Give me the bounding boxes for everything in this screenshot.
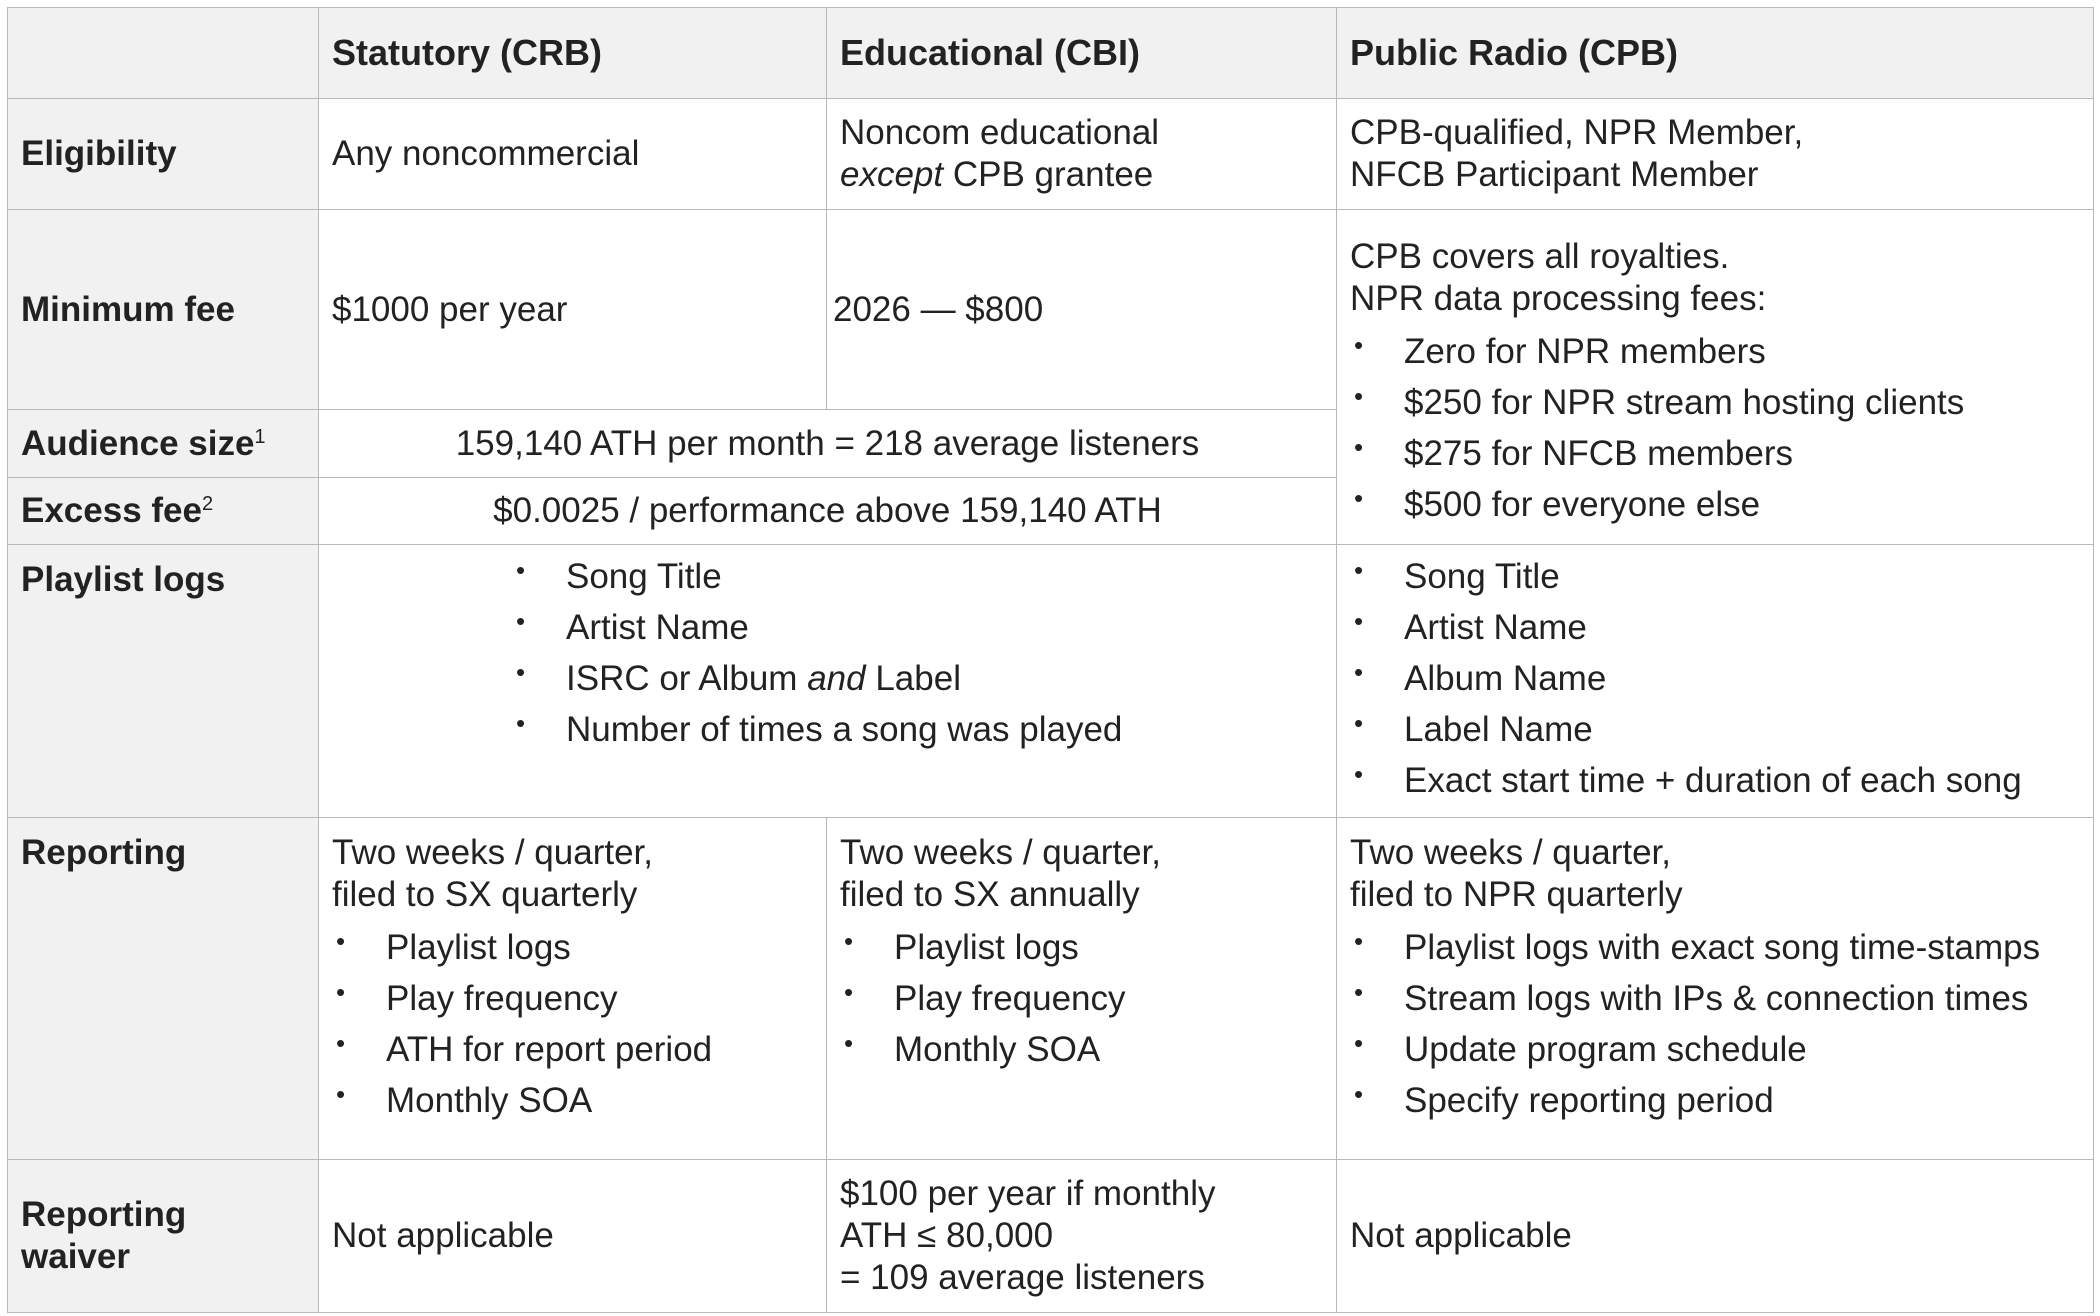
- emphasis: except: [840, 155, 944, 194]
- bullet: Update program schedule: [1350, 1018, 2080, 1075]
- cell: 159,140 ATH per month = 218 average list…: [318, 409, 1337, 478]
- text: CPB grantee: [952, 155, 1154, 194]
- bullet: Monthly SOA: [332, 1069, 813, 1126]
- footnote-mark: 2: [201, 493, 214, 515]
- row: Minimum fee $1000 per year 2026 — $800 C…: [7, 209, 2094, 545]
- row: Playlist logs Song Title Artist Name ISR…: [7, 544, 2094, 818]
- row-label: Eligibility: [7, 98, 319, 210]
- text-line: Noncom educational: [840, 113, 1160, 152]
- row-label: Audience size1: [7, 409, 319, 478]
- comparison-table: Statutory (CRB) Educational (CBI) Public…: [7, 7, 2094, 1313]
- bullet: Album Name: [1350, 647, 2080, 704]
- header-row: Statutory (CRB) Educational (CBI) Public…: [7, 7, 2094, 99]
- text: Label: [875, 659, 961, 698]
- bullet: Label Name: [1350, 698, 2080, 755]
- text-line: CPB-qualified, NPR Member,: [1350, 113, 1804, 152]
- text-line: filed to SX annually: [840, 875, 1140, 914]
- bullet-list: Playlist logs Play frequency ATH for rep…: [332, 916, 813, 1126]
- cell: Two weeks / quarter, filed to NPR quarte…: [1336, 817, 2094, 1160]
- bullet: Play frequency: [332, 967, 813, 1024]
- row-label: Excess fee2: [7, 477, 319, 545]
- bullet: Monthly SOA: [840, 1018, 1323, 1075]
- text: ISRC or Album: [566, 659, 798, 698]
- text-line: CPB covers all royalties.: [1350, 237, 1730, 276]
- emphasis: and: [807, 659, 866, 698]
- cell: Not applicable: [1336, 1159, 2094, 1313]
- column-header: Educational (CBI): [826, 7, 1337, 99]
- text-line: = 109 average listeners: [840, 1258, 1205, 1297]
- bullet: ISRC or Album and Label: [512, 647, 1323, 704]
- corner-cell: [7, 7, 319, 99]
- cell: $1000 per year: [318, 209, 827, 410]
- cell: CPB-qualified, NPR Member, NFCB Particip…: [1336, 98, 2094, 210]
- cell: $0.0025 / performance above 159,140 ATH: [318, 477, 1337, 545]
- bullet: Stream logs with IPs & connection times: [1350, 967, 2080, 1024]
- footnote-mark: 1: [254, 425, 266, 448]
- text-line: Two weeks / quarter,: [1350, 833, 1671, 872]
- row-label: Minimum fee: [7, 209, 319, 410]
- cell: Not applicable: [318, 1159, 827, 1313]
- row: Audience size1 159,140 ATH per month = 2…: [7, 409, 2094, 478]
- row-label: Reporting waiver: [7, 1159, 319, 1313]
- text-line: Two weeks / quarter,: [840, 833, 1161, 872]
- label-text: Excess fee: [21, 491, 202, 530]
- bullet-list: Playlist logs with exact song time-stamp…: [1350, 916, 2080, 1126]
- bullet-list: Song Title Artist Name Album Name Label …: [1350, 545, 2080, 806]
- cell: Noncom educational except CPB grantee: [826, 98, 1337, 210]
- bullet: Zero for NPR members: [1350, 320, 2080, 377]
- row-label: Playlist logs: [7, 544, 319, 818]
- cell: CPB covers all royalties. NPR data proce…: [1336, 209, 2094, 545]
- bullet: $275 for NFCB members: [1350, 422, 2080, 479]
- row: Reporting waiver Not applicable $100 per…: [7, 1159, 2094, 1313]
- column-header: Statutory (CRB): [318, 7, 827, 99]
- bullet: $500 for everyone else: [1350, 473, 2080, 530]
- bullet: Artist Name: [512, 596, 1323, 653]
- cell: Song Title Artist Name ISRC or Album and…: [318, 544, 1337, 818]
- bullet: Number of times a song was played: [512, 698, 1323, 755]
- text-line: except CPB grantee: [840, 154, 1323, 196]
- bullet: Exact start time + duration of each song: [1350, 749, 2080, 806]
- cell: Any noncommercial: [318, 98, 827, 210]
- bullet: Playlist logs with exact song time-stamp…: [1350, 916, 2080, 973]
- label-text: Audience size: [21, 423, 255, 463]
- row-label: Reporting: [7, 817, 319, 1160]
- cell: Two weeks / quarter, filed to SX annuall…: [826, 817, 1337, 1160]
- bullet: Play frequency: [840, 967, 1323, 1024]
- row: Eligibility Any noncommercial Noncom edu…: [7, 98, 2094, 210]
- column-header: Public Radio (CPB): [1336, 7, 2094, 99]
- bullet: Song Title: [1350, 545, 2080, 602]
- text-line: filed to NPR quarterly: [1350, 875, 1683, 914]
- bullet: Playlist logs: [840, 916, 1323, 973]
- bullet-list: Playlist logs Play frequency Monthly SOA: [840, 916, 1323, 1075]
- cell: Song Title Artist Name Album Name Label …: [1336, 544, 2094, 818]
- bullet-list: Song Title Artist Name ISRC or Album and…: [512, 545, 1323, 755]
- bullet: Artist Name: [1350, 596, 2080, 653]
- bullet: Song Title: [512, 545, 1323, 602]
- row: Reporting Two weeks / quarter, filed to …: [7, 817, 2094, 1160]
- cell: $100 per year if monthly ATH ≤ 80,000 = …: [826, 1159, 1337, 1313]
- row: Excess fee2 $0.0025 / performance above …: [7, 477, 2094, 545]
- text-line: NPR data processing fees:: [1350, 279, 1767, 318]
- bullet: $250 for NPR stream hosting clients: [1350, 371, 2080, 428]
- text-line: filed to SX quarterly: [332, 875, 638, 914]
- bullet: Playlist logs: [332, 916, 813, 973]
- bullet: ATH for report period: [332, 1018, 813, 1075]
- cell: 2026 — $800: [826, 209, 1337, 410]
- bullet: Specify reporting period: [1350, 1069, 2080, 1126]
- text-line: NFCB Participant Member: [1350, 155, 1759, 194]
- bullet-list: Zero for NPR members $250 for NPR stream…: [1350, 320, 2080, 530]
- text-line: Two weeks / quarter,: [332, 833, 653, 872]
- cell: Two weeks / quarter, filed to SX quarter…: [318, 817, 827, 1160]
- text-line: ATH ≤ 80,000: [840, 1216, 1054, 1255]
- text-line: $100 per year if monthly: [840, 1174, 1216, 1213]
